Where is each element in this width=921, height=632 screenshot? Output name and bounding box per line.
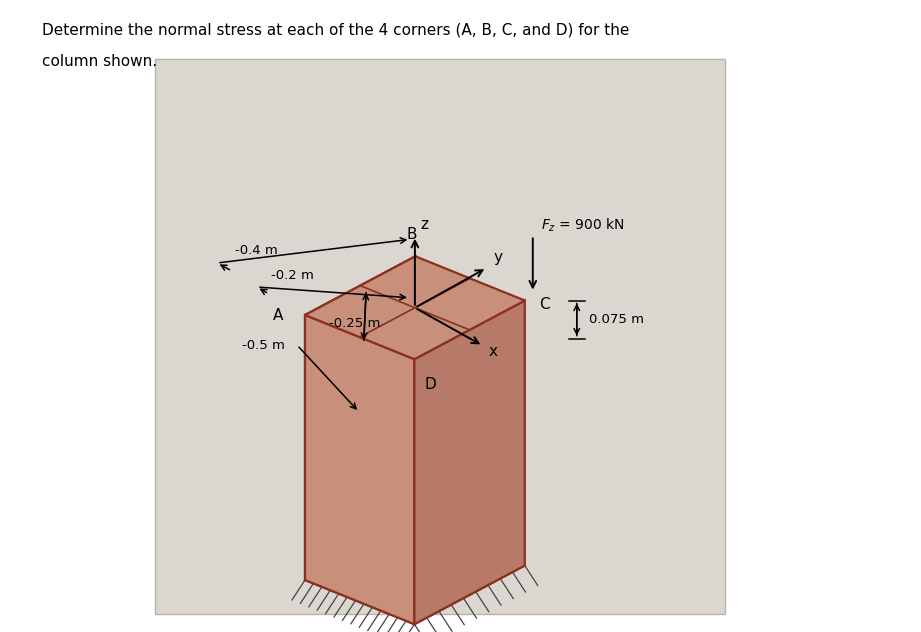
Text: x: x xyxy=(489,344,498,359)
Text: z: z xyxy=(420,217,428,232)
Text: 0.075 m: 0.075 m xyxy=(589,313,644,326)
Text: Determine the normal stress at each of the 4 corners (A, B, C, and D) for the: Determine the normal stress at each of t… xyxy=(42,22,629,37)
Text: A: A xyxy=(273,308,283,322)
Text: -0.25 m: -0.25 m xyxy=(329,317,380,331)
FancyBboxPatch shape xyxy=(155,59,725,614)
Text: $F_z$ = 900 kN: $F_z$ = 900 kN xyxy=(541,217,624,234)
Text: -0.4 m: -0.4 m xyxy=(235,244,278,257)
Text: B: B xyxy=(406,228,416,242)
Polygon shape xyxy=(305,257,415,580)
Text: C: C xyxy=(539,297,550,312)
Polygon shape xyxy=(305,315,414,624)
Text: y: y xyxy=(494,250,503,265)
Polygon shape xyxy=(414,301,525,624)
Text: D: D xyxy=(425,377,437,392)
Text: -0.5 m: -0.5 m xyxy=(242,339,285,352)
Text: -0.2 m: -0.2 m xyxy=(271,269,314,282)
Polygon shape xyxy=(305,257,525,359)
Text: column shown.: column shown. xyxy=(42,54,157,69)
